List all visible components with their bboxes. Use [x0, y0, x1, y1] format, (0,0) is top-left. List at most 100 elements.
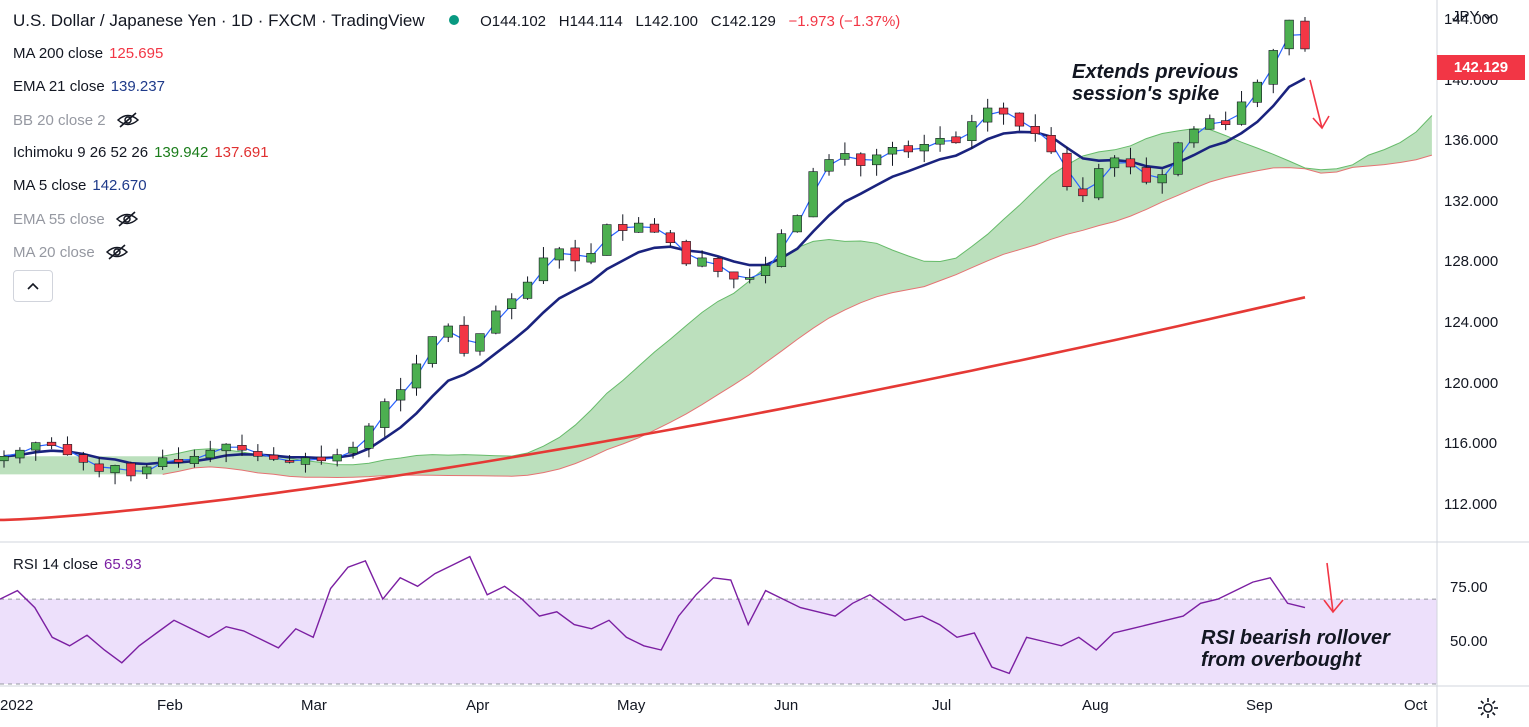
legend-row[interactable]: BB 20 close 2: [13, 111, 140, 133]
candle: [808, 171, 818, 218]
time-label: Sep: [1246, 697, 1273, 714]
candle: [760, 265, 771, 276]
candle: [967, 121, 977, 141]
candle: [697, 257, 707, 267]
legend-row[interactable]: MA 200 close 125.695: [13, 45, 163, 62]
currency-label: JPY: [1452, 8, 1480, 25]
candle: [554, 248, 564, 261]
candle: [681, 241, 691, 265]
candle: [633, 222, 644, 233]
collapse-legend-button[interactable]: [13, 270, 53, 302]
rsi-down-arrow-head: [1323, 599, 1344, 614]
price-tick-label: 144.000: [1444, 11, 1499, 29]
time-label: Aug: [1082, 697, 1109, 714]
chart-settings-button[interactable]: [1477, 697, 1499, 724]
ohlc-close: C142.129: [710, 13, 776, 30]
legend-label: Ichimoku 9 26 52 26: [13, 144, 149, 161]
candle: [94, 463, 104, 472]
rsi-legend: RSI 14 close 65.93: [13, 556, 142, 573]
candle: [364, 425, 374, 449]
legend-label: BB 20 close 2: [13, 112, 106, 129]
candle: [46, 441, 57, 446]
candle: [649, 223, 660, 233]
candle: [1030, 126, 1040, 135]
eye-crossed-icon[interactable]: [115, 210, 139, 232]
price-annotation-line1: Extends previous: [1072, 61, 1239, 83]
candle: [173, 458, 184, 463]
price-tick-label: 116.000: [1444, 435, 1498, 453]
price-tick-label: 128.000: [1444, 253, 1499, 271]
legend-label: MA 20 close: [13, 244, 95, 261]
ohlc-open: O144.102: [480, 13, 547, 30]
legend-value-2: 137.691: [214, 144, 269, 161]
candle: [824, 159, 834, 172]
candle: [856, 153, 866, 166]
candle: [316, 456, 326, 462]
ichimoku-cloud: [0, 115, 1432, 478]
ma200-line: [0, 296, 1306, 522]
candle: [411, 363, 422, 389]
market-status-dot: [449, 15, 460, 25]
candle: [459, 324, 469, 354]
candle: [665, 232, 675, 244]
candle: [792, 215, 802, 233]
rsi-pane[interactable]: [0, 555, 1437, 685]
legend-row[interactable]: Ichimoku 9 26 52 26 139.942 137.691: [13, 144, 269, 161]
eye-crossed-icon[interactable]: [116, 111, 140, 133]
legend-row[interactable]: MA 20 close: [13, 243, 129, 265]
eye-crossed-icon[interactable]: [105, 243, 129, 265]
currency-selector[interactable]: JPY: [1452, 8, 1493, 25]
candle: [380, 401, 390, 428]
time-label: May: [617, 697, 646, 714]
gear-icon: [1478, 698, 1498, 718]
candle: [618, 224, 628, 231]
candle: [126, 462, 136, 477]
candle: [253, 451, 263, 457]
candle: [31, 442, 41, 451]
candle: [0, 455, 9, 462]
legend-label: MA 5 close: [13, 177, 87, 194]
rsi-legend-label[interactable]: RSI 14 close: [13, 556, 99, 573]
legend-label: MA 200 close: [13, 45, 104, 62]
candle: [1014, 112, 1025, 127]
legend-value: 139.942: [154, 144, 209, 161]
price-down-arrow-head: [1312, 115, 1330, 130]
candle: [1062, 152, 1072, 187]
time-label: Feb: [157, 697, 183, 714]
rsi-tick-label: 50.00: [1450, 632, 1488, 650]
rsi-annotation: RSI bearish rollover from overbought: [1201, 627, 1390, 671]
candle: [189, 455, 199, 464]
rsi-down-arrow: [1326, 562, 1334, 613]
price-tick-label: 136.000: [1444, 132, 1499, 150]
candle: [982, 107, 993, 123]
candle: [840, 153, 850, 160]
legend-label: EMA 21 close: [13, 78, 105, 95]
legend-row[interactable]: MA 5 close 142.670: [13, 177, 147, 194]
candle: [1221, 120, 1231, 125]
price-tick-label: 124.000: [1444, 314, 1499, 331]
candle: [602, 224, 612, 256]
price-pane[interactable]: [0, 16, 1433, 522]
candle: [269, 454, 279, 460]
candle: [1094, 168, 1104, 199]
chart-header: U.S. Dollar / Japanese Yen · 1D · FXCM ·…: [13, 11, 900, 31]
candle: [237, 444, 247, 451]
symbol-title[interactable]: U.S. Dollar / Japanese Yen · 1D · FXCM ·…: [13, 11, 425, 30]
legend-row[interactable]: EMA 55 close: [13, 210, 139, 232]
ema21-line: [3, 77, 1306, 466]
candle: [15, 449, 25, 459]
time-label: Apr: [466, 697, 490, 714]
legend-row[interactable]: EMA 21 close 139.237: [13, 78, 165, 95]
candle: [570, 247, 580, 262]
candle: [903, 145, 913, 153]
candle: [713, 257, 723, 272]
price-tick-label: 132.000: [1444, 192, 1499, 210]
time-label: Jun: [774, 697, 799, 714]
candle: [1205, 118, 1215, 130]
ohlc-change: −1.973 (−1.37%): [788, 13, 901, 30]
price-down-arrow: [1309, 79, 1323, 129]
chevron-down-icon: [1483, 14, 1493, 20]
candle: [586, 253, 596, 263]
price-tick-label: 112.000: [1444, 495, 1498, 513]
